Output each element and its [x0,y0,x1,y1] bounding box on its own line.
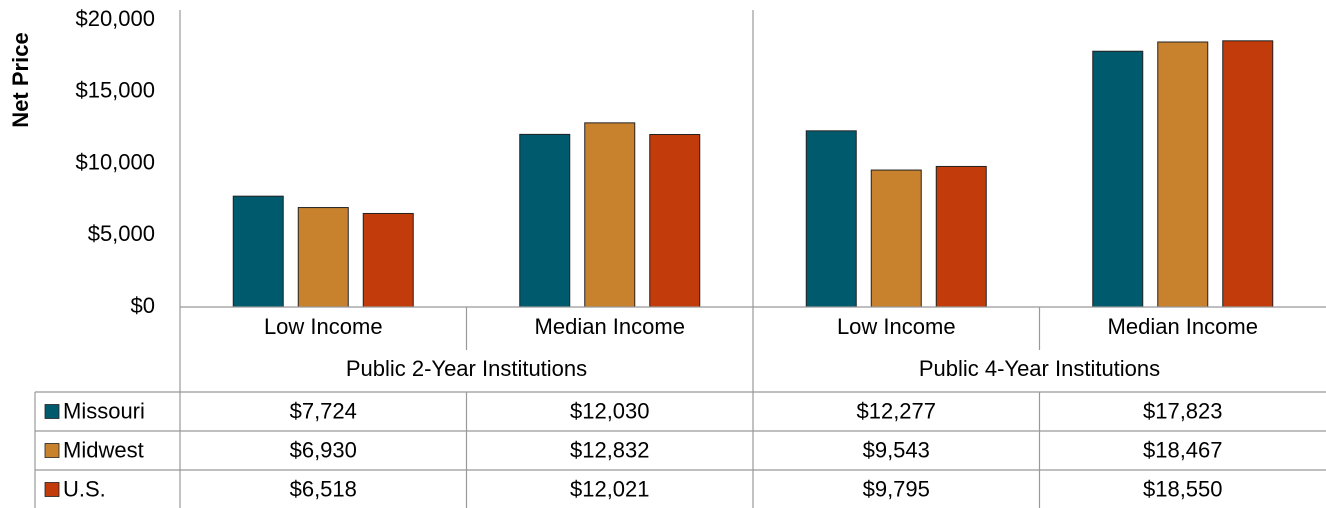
table-cell: $12,021 [570,476,650,501]
bar [362,212,414,308]
y-tick-label: $0 [131,293,155,318]
y-tick-label: $5,000 [88,221,155,246]
legend-swatch [44,404,60,419]
y-tick-label: $20,000 [75,6,155,31]
bar [297,207,349,308]
bar [649,133,701,308]
bar [1157,41,1209,308]
legend-label: U.S. [63,476,106,501]
x-tick-label: Median Income [1108,314,1258,339]
table-cell: $6,518 [290,476,357,501]
legend-swatch [44,443,60,458]
bar [584,122,636,308]
table-cell: $7,724 [290,398,357,423]
bar [805,130,857,308]
x-tick-label: Low Income [837,314,956,339]
y-axis-label: Net Price [8,32,33,127]
table-cell: $9,795 [863,476,930,501]
group-label: Public 2-Year Institutions [346,356,587,381]
bar [935,165,987,308]
bar [1222,40,1274,308]
legend-label: Midwest [63,437,144,462]
table-cell: $12,277 [856,398,936,423]
table-cell: $18,467 [1143,437,1223,462]
x-tick-label: Low Income [264,314,383,339]
x-tick-label: Median Income [535,314,685,339]
group-label: Public 4-Year Institutions [919,356,1160,381]
table-cell: $12,030 [570,398,650,423]
table-cell: $18,550 [1143,476,1223,501]
bar [519,133,571,308]
table-cell: $6,930 [290,437,357,462]
bar [870,169,922,308]
legend-label: Missouri [63,398,145,423]
bar [232,195,284,308]
table-cell: $17,823 [1143,398,1223,423]
table-cell: $9,543 [863,437,930,462]
y-tick-label: $15,000 [75,78,155,103]
bar [1092,50,1144,308]
y-tick-label: $10,000 [75,149,155,174]
table-cell: $12,832 [570,437,650,462]
legend-swatch [44,482,60,497]
